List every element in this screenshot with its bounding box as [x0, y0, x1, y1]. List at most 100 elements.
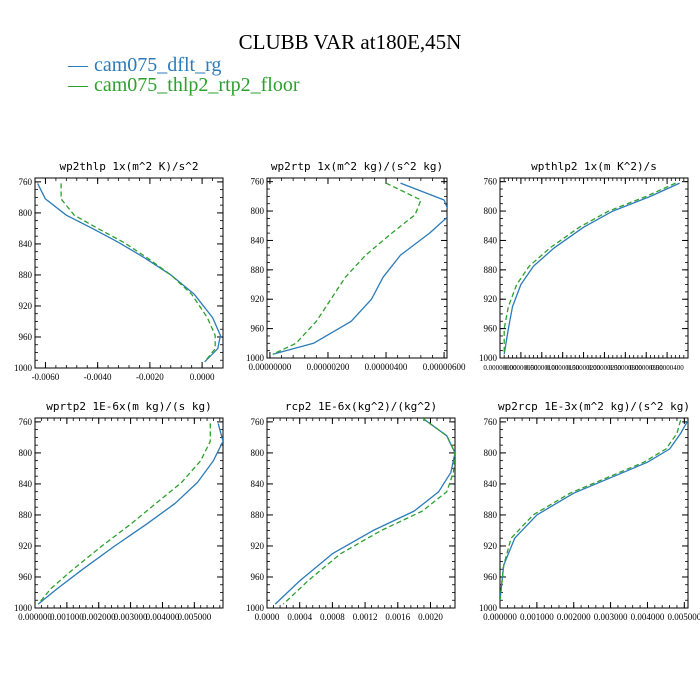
y-tick-label: 760 — [251, 417, 265, 427]
series-line-dflt-rg — [503, 182, 680, 355]
y-tick-label: 960 — [484, 324, 498, 334]
y-tick-label: 1000 — [14, 363, 33, 373]
legend-item-dflt: — cam075_dflt_rg — [68, 54, 221, 77]
series-line-thlp2-rtp2-floor — [37, 423, 211, 605]
y-tick-label: 1000 — [479, 603, 498, 613]
series-line-dflt-rg — [272, 182, 447, 355]
y-tick-label: 760 — [19, 417, 33, 427]
legend-item-floor: — cam075_thlp2_rtp2_floor — [68, 74, 300, 97]
y-tick-label: 880 — [19, 510, 33, 520]
y-tick-label: 1000 — [14, 603, 33, 613]
x-tick-label: 0.000000 — [483, 612, 517, 622]
chart-title: wp2rtp 1x(m^2 kg)/(s^2 kg) — [271, 160, 443, 173]
y-tick-label: 1000 — [246, 353, 265, 363]
x-tick-label: 0.005000 — [177, 612, 211, 622]
x-tick-label: 0.00000250 — [588, 364, 622, 372]
series-line-dflt-rg — [37, 183, 222, 363]
x-tick-label: -0.0060 — [32, 372, 60, 382]
chart-panel-6: wp2rcp 1E-3x(m^2 kg)/(s^2 kg)0.000000 0.0… — [479, 400, 700, 622]
y-tick-label: 880 — [251, 265, 265, 275]
chart-title: rcp2 1E-6x(kg^2)/(kg^2) — [285, 400, 437, 413]
x-tick-label: 0.00000200 — [567, 364, 601, 372]
chart-panel-3: wpthlp2 1x(m K^2)/s0.000000000.000000500… — [479, 160, 689, 372]
x-tick-label: 0.00000000 — [483, 364, 517, 372]
x-tick-label: 0.004000 — [631, 612, 665, 622]
series-line-dflt-rg — [274, 418, 455, 605]
x-tick-label: 0.0000 — [255, 612, 280, 622]
x-tick-label: 0.00000400 — [650, 364, 684, 372]
x-tick-label: 0.0004 — [287, 612, 312, 622]
y-tick-label: 760 — [19, 177, 33, 187]
y-tick-label: 760 — [251, 177, 265, 187]
series-line-thlp2-rtp2-floor — [282, 418, 455, 605]
x-tick-label: 0.0000 — [190, 372, 215, 382]
y-tick-label: 800 — [251, 448, 265, 458]
y-tick-label: 920 — [19, 541, 33, 551]
x-tick-label: 0.003000 — [594, 612, 628, 622]
y-tick-label: 840 — [19, 479, 33, 489]
y-tick-label: 960 — [19, 332, 33, 342]
y-tick-label: 1000 — [246, 603, 265, 613]
x-tick-label: 0.00000150 — [546, 364, 580, 372]
y-tick-label: 1000 — [479, 353, 498, 363]
y-tick-label: 840 — [19, 239, 33, 249]
y-tick-label: 840 — [251, 479, 265, 489]
y-tick-label: 800 — [484, 206, 498, 216]
y-tick-label: 760 — [484, 417, 498, 427]
legend-label: cam075_dflt_rg — [94, 54, 222, 76]
x-tick-label: 0.004000 — [146, 612, 180, 622]
x-tick-label: -0.0040 — [84, 372, 112, 382]
x-tick-label: 0.001000 — [520, 612, 554, 622]
series-line-thlp2-rtp2-floor — [272, 182, 422, 355]
chart-title: wp2thlp 1x(m^2 K)/s^2 — [59, 160, 198, 173]
y-tick-label: 800 — [19, 448, 33, 458]
y-tick-label: 960 — [251, 324, 265, 334]
x-tick-label: 0.0008 — [320, 612, 345, 622]
plot-frame — [266, 417, 456, 609]
y-tick-label: 920 — [19, 301, 33, 311]
y-tick-label: 800 — [19, 208, 33, 218]
y-tick-label: 840 — [484, 479, 498, 489]
x-tick-label: 0.005000 — [667, 612, 700, 622]
y-tick-label: 920 — [484, 541, 498, 551]
series-line-thlp2-rtp2-floor — [503, 182, 676, 355]
x-tick-label: 0.002000 — [557, 612, 591, 622]
y-tick-label: 800 — [251, 206, 265, 216]
x-tick-label: 0.0012 — [353, 612, 378, 622]
plot-frame — [34, 417, 224, 609]
series-line-dflt-rg — [500, 419, 688, 601]
x-tick-label: 0.00000050 — [504, 364, 538, 372]
x-tick-label: 0.000000 — [18, 612, 52, 622]
y-tick-label: 880 — [251, 510, 265, 520]
y-tick-label: 920 — [484, 294, 498, 304]
y-tick-label: 920 — [251, 541, 265, 551]
y-tick-label: 760 — [484, 177, 498, 187]
x-tick-label: 0.00000300 — [609, 364, 643, 372]
chart-title: wprtp2 1E-6x(m kg)/(s kg) — [46, 400, 212, 413]
x-tick-label: 0.003000 — [114, 612, 148, 622]
chart-panel-2: wp2rtp 1x(m^2 kg)/(s^2 kg) 0.00000000 0.00… — [246, 160, 466, 372]
x-tick-label: 0.001000 — [50, 612, 84, 622]
y-tick-label: 800 — [484, 448, 498, 458]
series-line-thlp2-rtp2-floor — [60, 183, 216, 363]
x-tick-label: 0.00000600 — [423, 362, 466, 372]
plot-frame — [266, 177, 448, 359]
legend-line-dashed-icon: — — [68, 74, 88, 96]
legend-line-solid-icon: — — [68, 54, 88, 76]
x-tick-label: 0.00000200 — [307, 362, 350, 372]
x-tick-label: 0.00000100 — [525, 364, 559, 372]
y-tick-label: 840 — [484, 235, 498, 245]
x-tick-label: 0.0016 — [385, 612, 410, 622]
chart-panel-1: wp2thlp 1x(m^2 K)/s^2 -0.0060 -0.0040 -0.00… — [14, 160, 224, 382]
x-tick-label: 0.00000350 — [630, 364, 664, 372]
chart-panel-5: rcp2 1E-6x(kg^2)/(kg^2) 0.0000 0.0004 0.000… — [246, 400, 456, 622]
y-tick-label: 880 — [19, 270, 33, 280]
y-tick-label: 880 — [484, 510, 498, 520]
series-line-thlp2-rtp2-floor — [500, 420, 682, 601]
y-tick-label: 960 — [251, 572, 265, 582]
x-tick-label: 0.00000400 — [365, 362, 408, 372]
x-tick-label: -0.0020 — [136, 372, 164, 382]
plot-frame — [34, 177, 224, 369]
